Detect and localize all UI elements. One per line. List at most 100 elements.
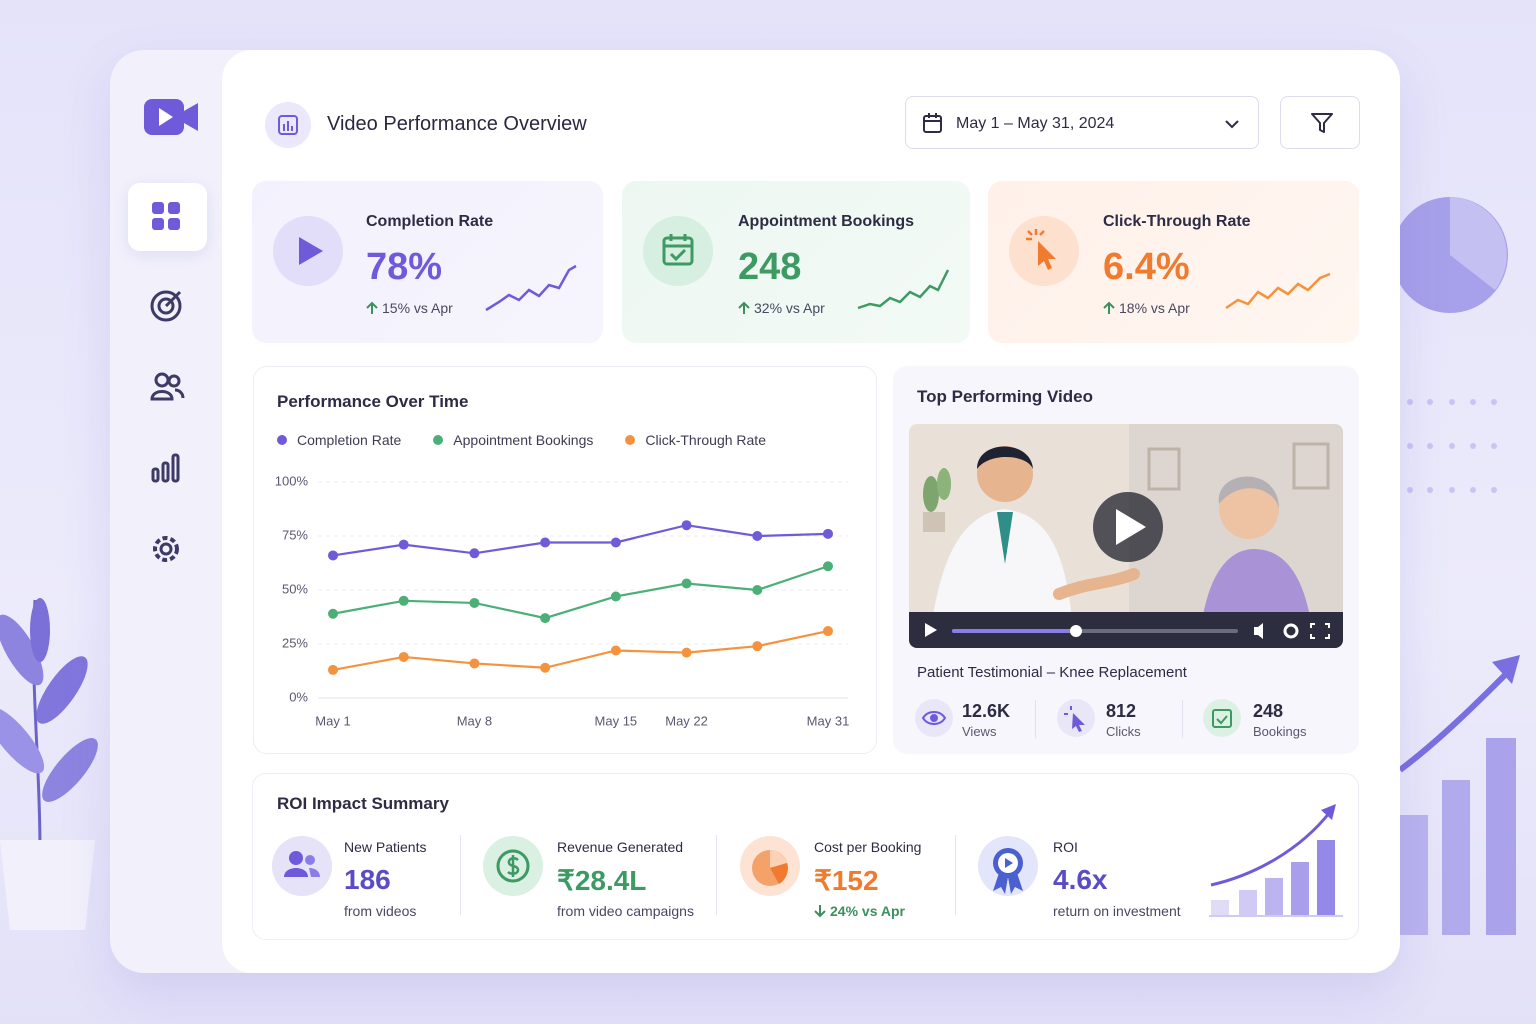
data-point [540,537,551,548]
roi-value: 4.6x [1053,864,1108,895]
legend-item: Appointment Bookings [433,432,593,448]
x-tick-label: May 31 [807,713,850,728]
stat-icon [1203,699,1241,737]
video-title: Patient Testimonial – Knee Replacement [917,664,1187,681]
stat-label: Bookings [1253,724,1307,739]
kpi-change-text: 32% vs Apr [754,300,825,316]
section-title: ROI Impact Summary [277,794,449,813]
nav-dashboard-icon [152,202,180,230]
kpi-change: 32% vs Apr [754,300,825,316]
roi-sub: from video campaigns [557,903,694,919]
stat-value: 812 [1106,701,1137,721]
kpi-change: 18% vs Apr [1119,300,1190,316]
kpi-value: 78% [366,246,443,288]
kpi-change-text: 15% vs Apr [382,300,453,316]
nav-goals[interactable] [150,289,184,323]
legend-swatch [625,435,636,445]
legend-item: Completion Rate [277,432,401,448]
data-point [752,531,763,541]
stat-label: Clicks [1106,724,1141,739]
up-arrow [1103,301,1115,314]
up-arrow [366,301,378,314]
divider [955,835,956,915]
roi-value: ₹152 [814,865,879,896]
kpi-value: 6.4% [1103,246,1190,288]
section-title: Top Performing Video [917,387,1093,406]
legend: Completion Rate Appointment Bookings Click… [277,432,766,448]
filter-icon [1311,113,1333,133]
kpi-change: 15% vs Apr [382,300,453,316]
x-tick-label: May 1 [315,713,350,728]
y-tick-label: 25% [282,635,308,650]
x-tick-label: May 15 [595,713,638,728]
nav-settings[interactable] [150,533,184,567]
data-point [540,662,551,673]
data-point [610,537,621,548]
sparkline [485,264,577,312]
page-title: Video Performance Overview [327,113,587,135]
data-point [469,548,480,559]
roi-value: ₹28.4L [557,865,647,896]
data-point [398,595,409,606]
data-point [328,550,338,561]
data-point [328,608,338,619]
dots-decor [1407,399,1497,493]
roi-icon [483,836,543,896]
kpi-label: Appointment Bookings [738,213,914,230]
nav-audience[interactable] [150,371,185,405]
data-point [469,597,480,608]
roi-label: Revenue Generated [557,839,684,855]
roi-icon [978,836,1038,896]
sparkline [857,269,950,310]
kpi-icon [643,216,713,286]
date-range: May 1 – May 31, 2024 [956,115,1115,132]
kpi-label: Click-Through Rate [1103,213,1251,230]
sparkline [1225,272,1331,310]
header-icon [265,102,311,148]
series-line [332,629,829,672]
data-point [823,626,833,637]
data-point [681,578,692,589]
roi-value: 186 [344,864,391,895]
data-point [681,647,692,658]
kpi-label: Completion Rate [366,213,494,230]
roi-label: ROI [1053,839,1078,855]
kpi-change-text: 18% vs Apr [1119,300,1190,316]
date-picker[interactable] [905,96,1259,149]
roi-growth-decor [1209,804,1343,917]
data-point [610,645,621,656]
data-point [823,528,833,539]
kpi-value: 248 [738,246,802,288]
logo [144,99,198,135]
performance-card [253,366,877,754]
legend-label: Completion Rate [297,432,402,448]
chart-title: Performance Over Time [277,392,469,411]
data-point [540,613,551,624]
stat-label: Views [962,724,997,739]
video-player[interactable] [909,424,1343,648]
data-point [823,561,833,572]
data-point [398,651,409,662]
divider [1035,700,1036,738]
y-tick-label: 100% [275,473,309,488]
divider [1182,700,1183,738]
stat-value: 12.6K [962,701,1011,721]
legend-label: Click-Through Rate [645,432,766,448]
roi-sub: from videos [344,903,417,919]
stat-value: 248 [1253,701,1284,721]
nav-dashboard[interactable] [128,183,207,251]
y-tick-label: 0% [289,689,308,704]
nav-analytics[interactable] [151,451,185,485]
divider [716,835,717,915]
pie-decor [1392,197,1508,313]
legend-label: Appointment Bookings [453,432,594,448]
series-line [332,524,829,557]
legend-swatch [433,435,444,445]
line-chart: 0% 25% 50% 75% 100% May 1 May 8 May 15 May 22 May… [275,473,850,728]
legend-swatch [277,435,287,445]
roi-sub: return on investment [1053,903,1181,919]
plant [0,598,98,930]
series-line [332,565,829,620]
data-point [610,591,621,602]
